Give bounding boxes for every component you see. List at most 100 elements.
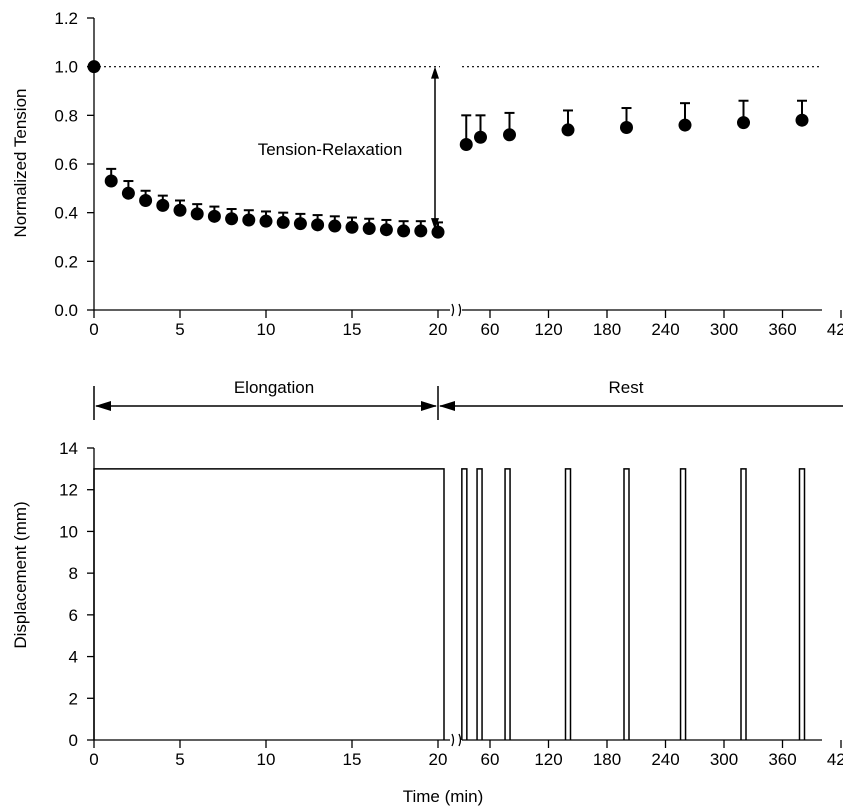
displacement-pulse [504, 468, 511, 740]
displacement-x-tick-label: 180 [593, 750, 621, 769]
displacement-pulse [798, 468, 806, 740]
displacement-axis-break [451, 733, 462, 747]
data-point [328, 219, 342, 233]
phase-bar: Elongation Rest [93, 378, 843, 420]
phase-arrowhead-left [439, 401, 455, 411]
displacement-axes: 0246810121405101520601201802403003604204… [59, 439, 843, 769]
data-point [156, 198, 170, 212]
displacement-x-tick-label: 5 [175, 750, 184, 769]
data-point [737, 116, 750, 130]
phase-arrowhead-left [95, 401, 111, 411]
tension-x-tick-label: 300 [710, 320, 738, 339]
displacement-y-tick-label: 14 [59, 439, 78, 458]
hold-block [93, 468, 445, 740]
phase-arrowhead-right [421, 401, 437, 411]
data-point [397, 224, 411, 238]
data-point [620, 121, 633, 134]
tension-y-tick-label: 1.0 [54, 58, 78, 77]
displacement-pulse [476, 468, 483, 740]
data-point [795, 113, 809, 127]
data-point [311, 218, 325, 232]
data-point [207, 209, 221, 223]
tension-x-tick-label: 20 [429, 320, 448, 339]
data-point [139, 194, 153, 207]
displacement-x-tick-label: 360 [768, 750, 796, 769]
tension-x-tick-label: 360 [768, 320, 796, 339]
tension-x-tick-label: 120 [534, 320, 562, 339]
data-point [379, 223, 393, 237]
displacement-pulse [564, 468, 572, 740]
annotation-arrowhead-bottom [431, 218, 439, 231]
tension-y-tick-label: 0.4 [54, 204, 78, 223]
displacement-x-tick-label: 0 [89, 750, 98, 769]
data-point [259, 214, 273, 228]
displacement-y-tick-label: 8 [69, 564, 78, 583]
data-point [414, 224, 428, 238]
displacement-pulse [623, 468, 630, 740]
data-point [345, 220, 359, 234]
displacement-y-tick-label: 12 [59, 481, 78, 500]
displacement-y-tick-label: 10 [59, 522, 78, 541]
tension-chart: 0.0 0.2 0.4 0.6 0.8 1.0 1.2 0 5 10 15 20 60 120 180 240… [11, 9, 843, 339]
data-point [225, 212, 239, 226]
displacement-y-tick-label: 0 [69, 731, 78, 750]
tension-y-tick-label: 0.8 [54, 106, 78, 125]
data-point [242, 213, 256, 227]
data-points [87, 60, 809, 239]
displacement-x-tick-label: 60 [481, 750, 500, 769]
tension-x-tick-label: 180 [593, 320, 621, 339]
displacement-chart: 0246810121405101520601201802403003604204… [11, 439, 843, 806]
tension-y-tick-label: 0.2 [54, 252, 78, 271]
tension-x-tick-label: 420 [827, 320, 843, 339]
data-point [459, 138, 473, 152]
data-point [87, 60, 101, 74]
displacement-trace [93, 468, 806, 740]
data-point [121, 186, 135, 200]
displacement-y-tick-label: 6 [69, 606, 78, 625]
tension-x-tick-label: 240 [651, 320, 679, 339]
data-point [561, 123, 575, 137]
displacement-x-tick-label: 300 [710, 750, 738, 769]
x-axis-title: Time (min) [403, 787, 484, 806]
data-point [362, 221, 376, 235]
tension-x-tick-label: 10 [257, 320, 276, 339]
data-point [474, 130, 487, 144]
data-point [678, 118, 692, 132]
tension-x-tick-label: 15 [343, 320, 362, 339]
phase-label-rest: Rest [609, 378, 644, 397]
data-point [293, 217, 307, 231]
tension-y-tick-label: 0.6 [54, 155, 78, 174]
data-point [276, 215, 290, 229]
tension-y-tick-label: 1.2 [54, 9, 78, 28]
displacement-pulse [740, 468, 747, 740]
data-point [104, 174, 118, 188]
displacement-x-tick-label: 240 [651, 750, 679, 769]
tension-x-tick-label: 60 [481, 320, 500, 339]
displacement-x-tick-label: 15 [343, 750, 362, 769]
displacement-y-tick-label: 4 [69, 648, 78, 667]
error-bars [106, 99, 807, 233]
displacement-pulse [461, 468, 468, 740]
data-point [431, 225, 445, 239]
displacement-x-tick-label: 120 [534, 750, 562, 769]
tension-axis-break [451, 303, 462, 317]
data-point [190, 207, 204, 221]
annotation-arrowhead-top [431, 66, 439, 79]
displacement-x-tick-label: 20 [429, 750, 448, 769]
y-axis-title-tension: Normalized Tension [11, 89, 30, 238]
tension-y-tick-label: 0.0 [54, 301, 78, 320]
y-axis-title-displacement: Displacement (mm) [11, 501, 30, 648]
displacement-y-tick-label: 2 [69, 689, 78, 708]
annotation-label: Tension-Relaxation [258, 140, 403, 159]
data-point [173, 203, 187, 217]
displacement-x-tick-label: 10 [257, 750, 276, 769]
tension-axes: 0.0 0.2 0.4 0.6 0.8 1.0 1.2 0 5 10 15 20 60 120 180 240… [54, 9, 843, 339]
displacement-pulse [679, 468, 687, 740]
phase-label-elongation: Elongation [234, 378, 314, 397]
tension-x-tick-label: 0 [89, 320, 98, 339]
relaxation-annotation: Tension-Relaxation [258, 66, 439, 231]
data-point [503, 128, 516, 142]
tension-x-tick-label: 5 [175, 320, 184, 339]
displacement-x-tick-label: 420 [827, 750, 843, 769]
